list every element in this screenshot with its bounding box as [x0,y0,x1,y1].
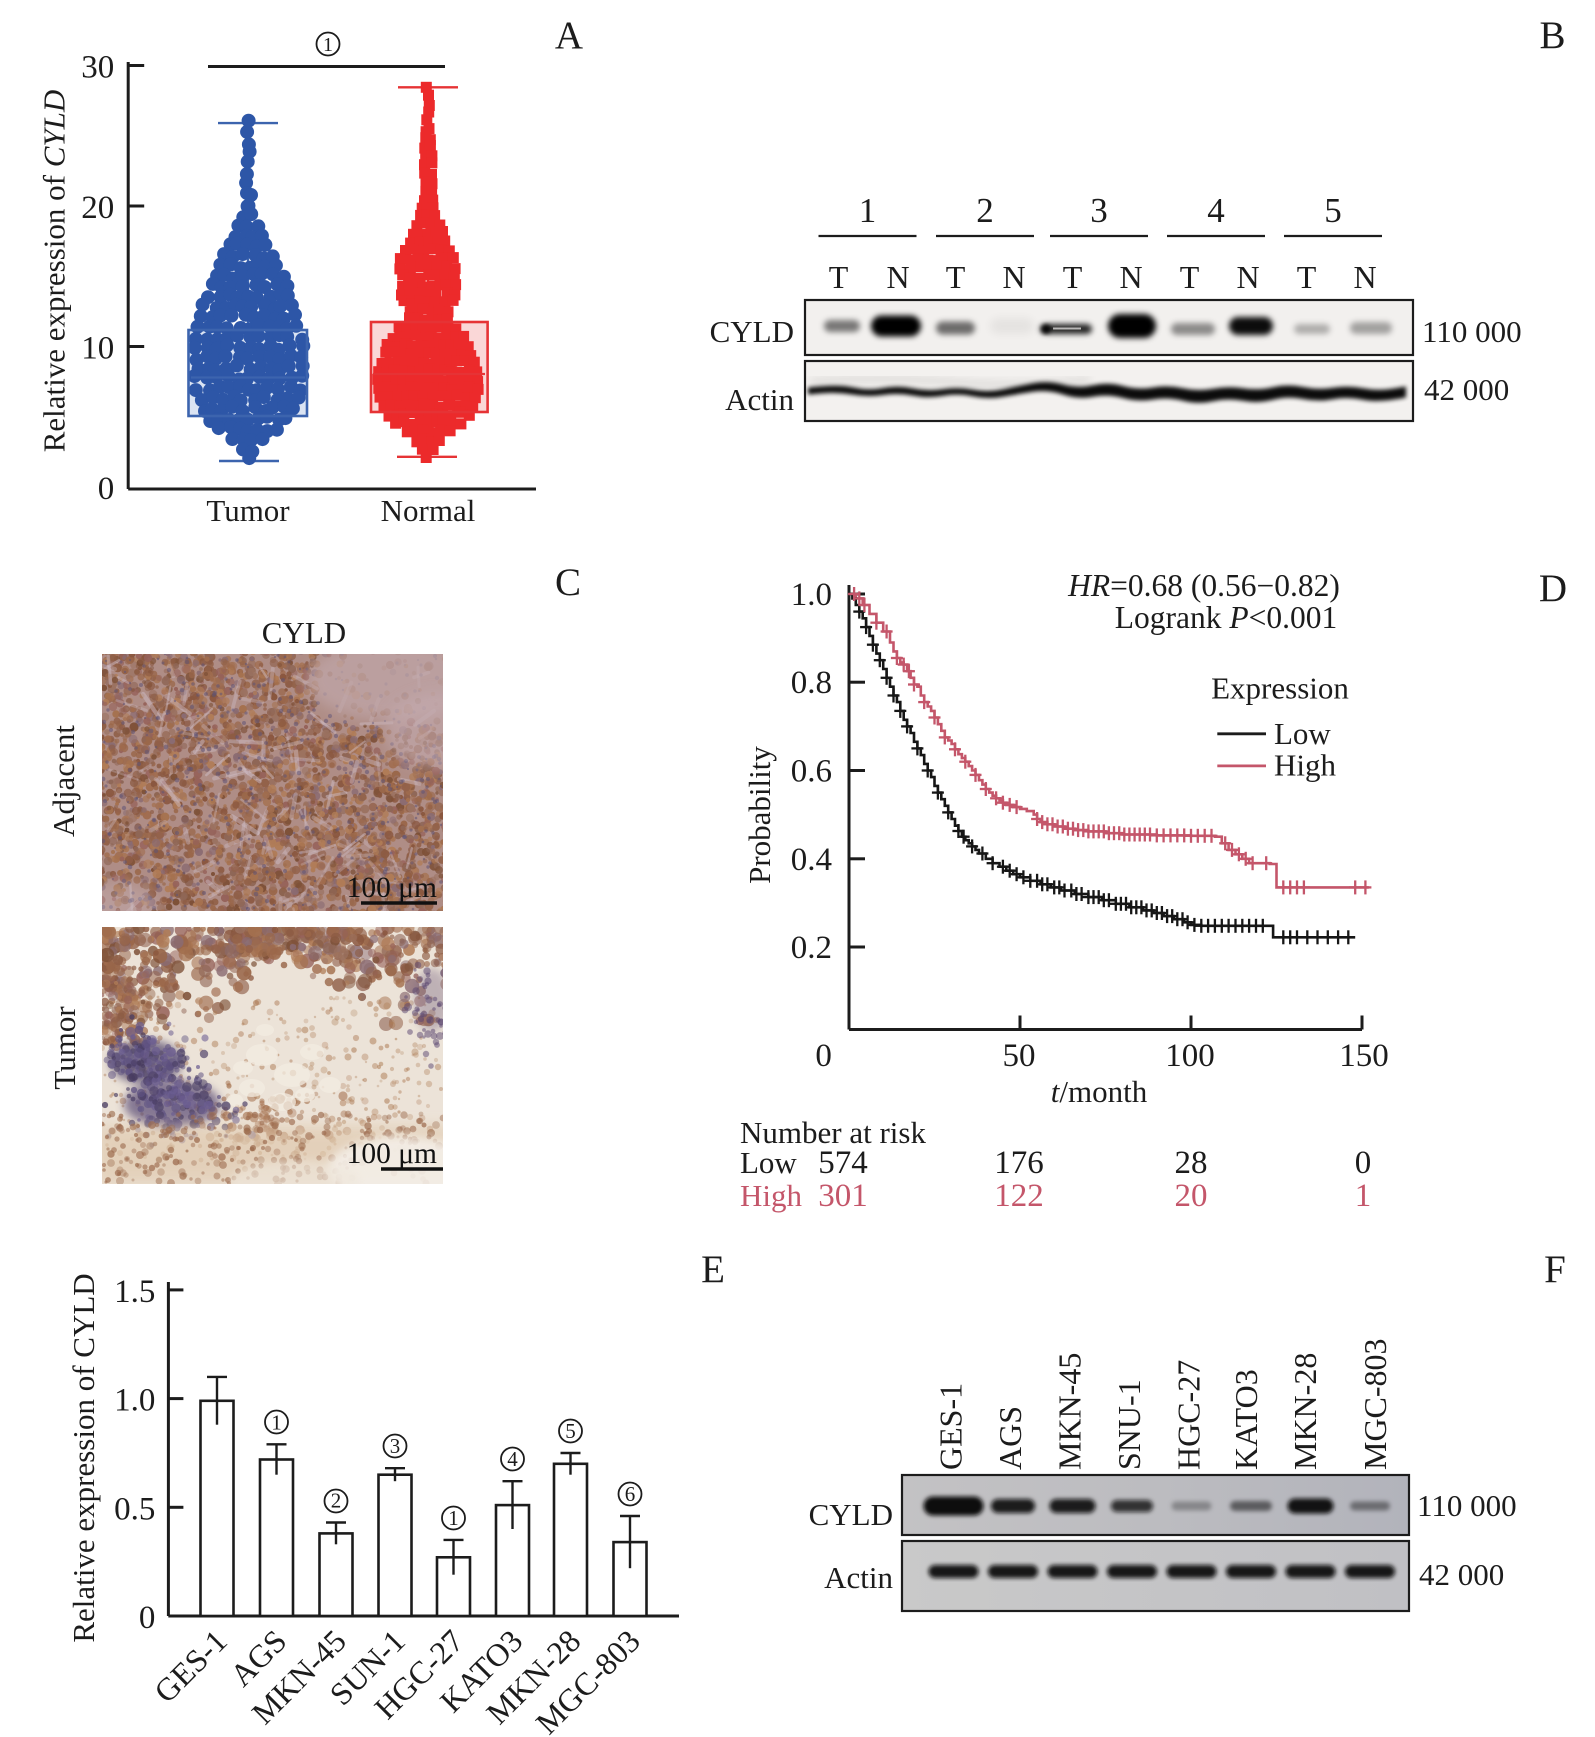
svg-text:0: 0 [98,471,115,507]
svg-text:42 000: 42 000 [1424,372,1509,407]
svg-text:CYLD: CYLD [710,314,794,349]
svg-text:CYLD: CYLD [262,615,346,650]
svg-text:N: N [1119,259,1142,295]
svg-text:20: 20 [81,190,114,226]
svg-text:5: 5 [1324,191,1342,230]
svg-text:N: N [1236,259,1259,295]
svg-text:N: N [1002,259,1025,295]
svg-text:30: 30 [81,50,114,86]
svg-text:T: T [1297,259,1317,295]
svg-text:10: 10 [81,331,114,367]
svg-text:C: C [555,561,581,604]
svg-text:T: T [946,259,966,295]
svg-text:Tumor: Tumor [206,493,290,528]
svg-text:T: T [1180,259,1200,295]
svg-text:Tumor: Tumor [47,1006,82,1090]
svg-text:110 000: 110 000 [1422,314,1522,349]
svg-text:B: B [1539,14,1565,57]
svg-text:4: 4 [1207,191,1225,230]
svg-text:T: T [1063,259,1083,295]
svg-text:Adjacent: Adjacent [46,725,81,837]
svg-text:1: 1 [859,191,877,230]
svg-text:N: N [1353,259,1376,295]
svg-text:Normal: Normal [381,493,476,528]
svg-text:2: 2 [976,191,994,230]
svg-text:Relative expression of CYLD: Relative expression of CYLD [37,90,72,453]
svg-text:N: N [886,259,909,295]
svg-text:T: T [829,259,849,295]
svg-text:Actin: Actin [725,382,794,417]
svg-text:3: 3 [1090,191,1108,230]
svg-text:1: 1 [323,34,333,56]
svg-text:100 μm: 100 μm [347,872,437,904]
svg-text:A: A [555,14,583,57]
